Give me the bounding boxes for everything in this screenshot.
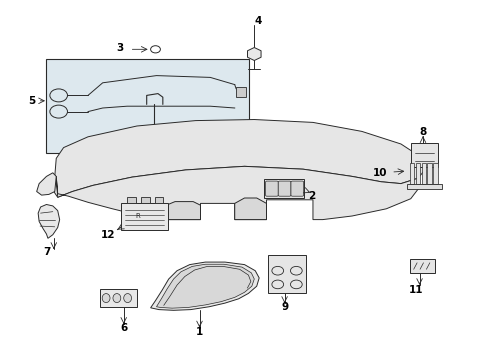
Polygon shape (56, 166, 419, 220)
Text: 3: 3 (116, 43, 123, 53)
Polygon shape (150, 262, 259, 310)
Polygon shape (432, 163, 437, 184)
Polygon shape (409, 163, 413, 184)
Polygon shape (38, 204, 60, 238)
FancyBboxPatch shape (290, 181, 303, 196)
Polygon shape (37, 173, 56, 195)
Polygon shape (100, 289, 137, 307)
Text: 11: 11 (407, 285, 422, 295)
FancyBboxPatch shape (278, 181, 290, 196)
Ellipse shape (102, 294, 110, 302)
Polygon shape (166, 202, 200, 220)
Polygon shape (421, 163, 425, 184)
Text: 8: 8 (419, 127, 426, 138)
Polygon shape (427, 163, 431, 184)
Polygon shape (264, 179, 304, 198)
FancyBboxPatch shape (265, 181, 278, 196)
Polygon shape (247, 48, 261, 60)
Bar (127, 197, 136, 203)
Text: 7: 7 (42, 247, 50, 257)
Text: 2: 2 (308, 191, 315, 201)
Text: 10: 10 (372, 168, 387, 178)
Text: 1: 1 (196, 327, 203, 337)
Text: R: R (135, 213, 140, 219)
Polygon shape (54, 120, 425, 197)
Bar (154, 197, 163, 203)
Polygon shape (410, 143, 437, 167)
Bar (46, 59, 249, 153)
Text: 5: 5 (28, 96, 35, 106)
Ellipse shape (113, 294, 121, 302)
Text: 4: 4 (253, 15, 261, 26)
Polygon shape (156, 264, 254, 308)
Ellipse shape (123, 294, 131, 302)
Text: 12: 12 (101, 230, 116, 240)
Polygon shape (415, 163, 419, 184)
Bar (236, 87, 245, 97)
Text: 9: 9 (281, 302, 287, 312)
Bar (141, 197, 149, 203)
Polygon shape (234, 198, 266, 220)
Polygon shape (267, 255, 305, 293)
Polygon shape (407, 184, 441, 189)
Polygon shape (409, 259, 434, 273)
Text: 6: 6 (120, 323, 127, 333)
Polygon shape (121, 203, 167, 230)
